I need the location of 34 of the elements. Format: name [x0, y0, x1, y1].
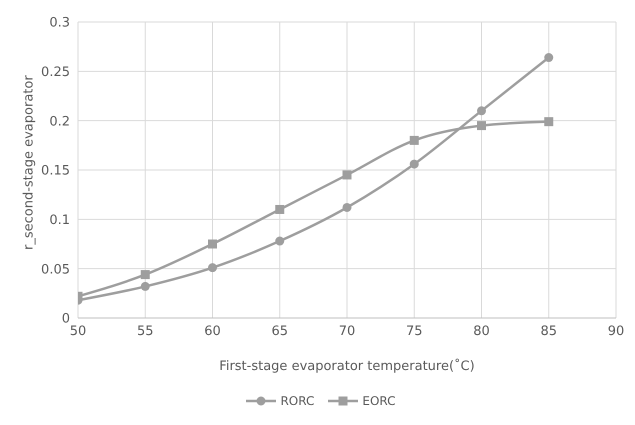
x-tick-label: 60 — [204, 324, 221, 340]
point — [477, 121, 486, 130]
point — [208, 263, 217, 272]
y-tick-label: 0.3 — [49, 16, 70, 31]
point — [342, 202, 352, 212]
y-axis-title: r_second-stage evaporator — [22, 74, 37, 250]
point — [275, 204, 284, 214]
x-tick-label: 75 — [406, 324, 423, 340]
y-tick-label: 0 — [62, 312, 70, 327]
point — [275, 236, 284, 246]
x-tick-label: 80 — [473, 324, 490, 340]
point — [544, 53, 554, 62]
legend-label: EORC — [362, 394, 396, 408]
y-tick-label: 0.05 — [41, 262, 70, 278]
point — [544, 117, 554, 126]
x-axis-title: First-stage evaporator temperature(˚C) — [219, 358, 475, 374]
point — [410, 136, 419, 145]
y-tick-label: 0.15 — [41, 164, 70, 179]
x-tick-label: 65 — [271, 324, 288, 340]
point — [342, 170, 352, 180]
point — [477, 106, 486, 116]
legend-label: RORC — [280, 394, 314, 408]
y-tick-label: 0.25 — [41, 64, 70, 80]
point — [208, 240, 217, 248]
x-tick-label: 70 — [338, 324, 356, 340]
x-tick-label: 55 — [136, 324, 154, 340]
point — [140, 270, 150, 280]
x-tick-label: 50 — [70, 324, 86, 340]
x-tick-label: 90 — [608, 324, 624, 340]
x-tick-label: 85 — [540, 324, 558, 340]
point — [410, 160, 419, 169]
point — [140, 282, 150, 291]
y-tick-label: 0.1 — [49, 212, 70, 228]
y-tick-label: 0.2 — [49, 114, 70, 130]
